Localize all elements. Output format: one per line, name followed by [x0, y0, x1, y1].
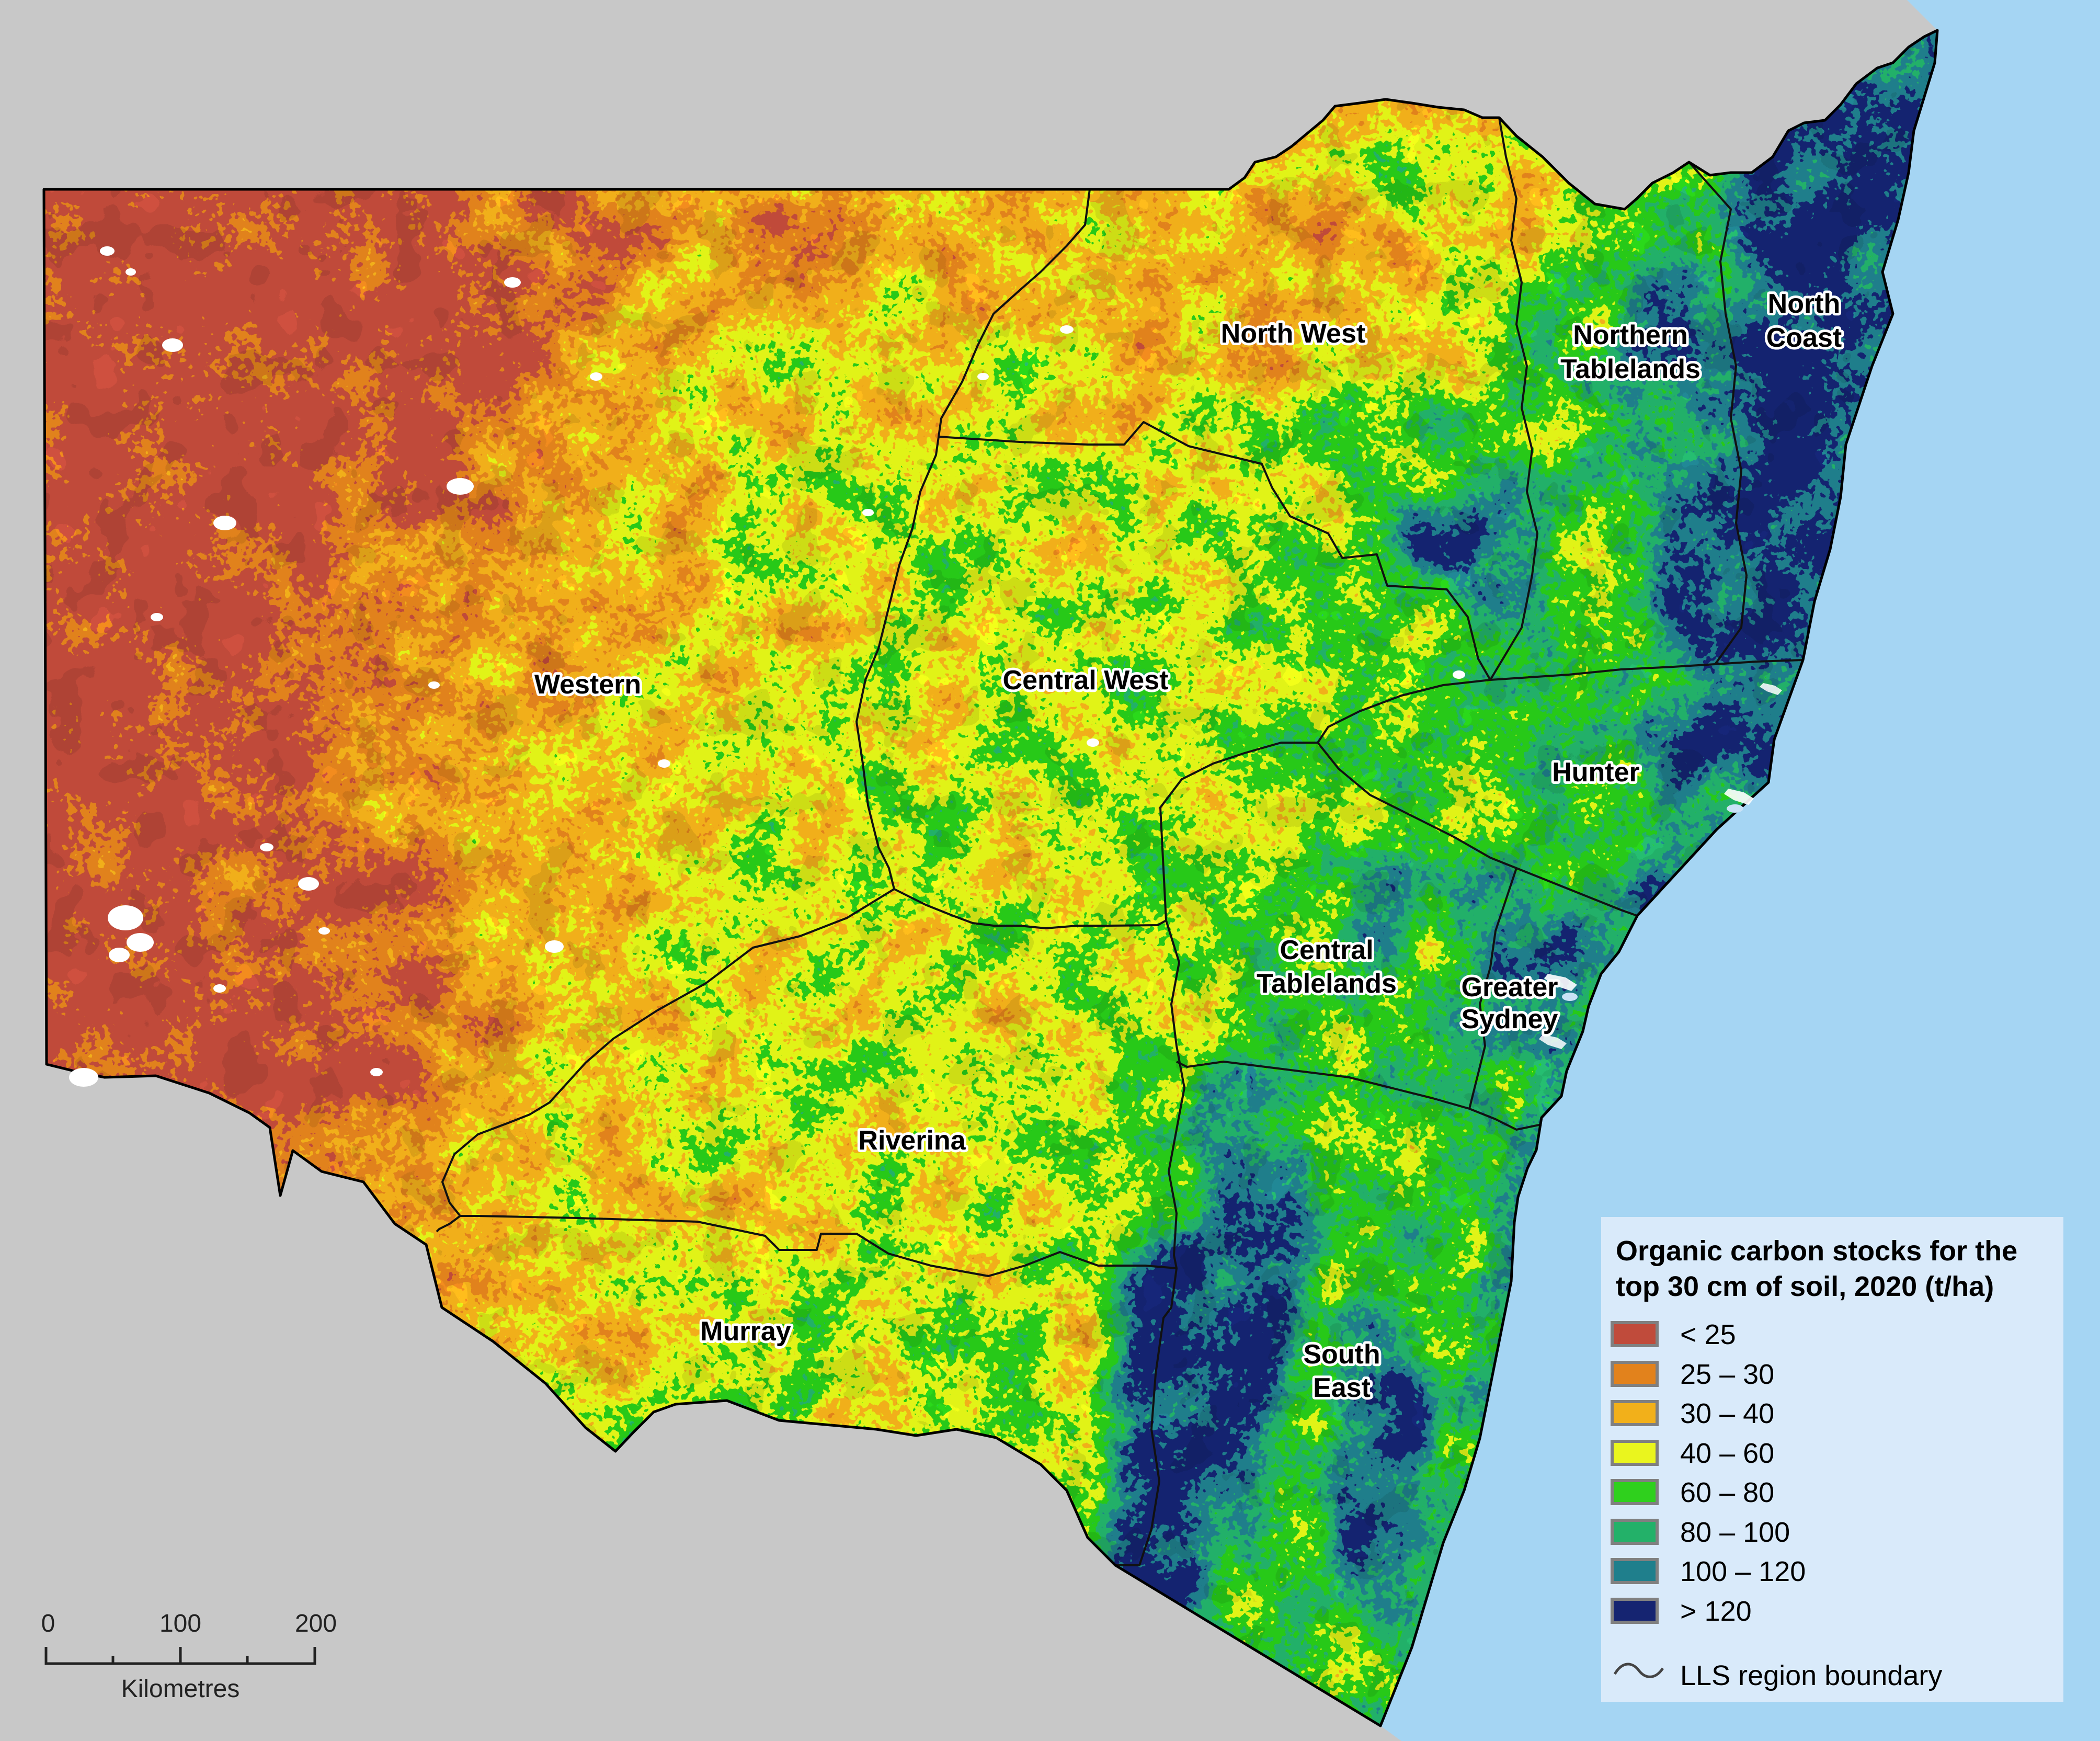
svg-text:top 30 cm of soil, 2020 (t/ha): top 30 cm of soil, 2020 (t/ha) — [1616, 1271, 1994, 1302]
svg-text:Greater: Greater — [1462, 972, 1558, 1003]
svg-text:0: 0 — [41, 1610, 55, 1637]
svg-text:Sydney: Sydney — [1462, 1004, 1558, 1034]
svg-text:80 – 100: 80 – 100 — [1680, 1517, 1790, 1548]
svg-text:< 25: < 25 — [1680, 1319, 1736, 1350]
svg-text:Tablelands: Tablelands — [1560, 354, 1700, 384]
svg-text:100 – 120: 100 – 120 — [1680, 1556, 1806, 1587]
svg-text:Central: Central — [1280, 935, 1373, 965]
svg-text:Coast: Coast — [1766, 323, 1842, 353]
svg-text:Hunter: Hunter — [1552, 757, 1640, 788]
svg-text:LLS region boundary: LLS region boundary — [1680, 1660, 1942, 1691]
svg-text:Western: Western — [534, 669, 641, 700]
svg-text:North: North — [1768, 289, 1841, 319]
svg-text:40 – 60: 40 – 60 — [1680, 1438, 1774, 1469]
svg-text:Tablelands: Tablelands — [1257, 969, 1397, 999]
svg-text:> 120: > 120 — [1680, 1596, 1752, 1627]
svg-text:100: 100 — [159, 1610, 201, 1637]
svg-text:North West: North West — [1221, 318, 1365, 349]
svg-text:Riverina: Riverina — [858, 1125, 966, 1156]
svg-text:200: 200 — [295, 1610, 337, 1637]
svg-text:60 – 80: 60 – 80 — [1680, 1477, 1774, 1508]
svg-text:Murray: Murray — [700, 1316, 791, 1347]
svg-text:Central West: Central West — [1003, 665, 1169, 696]
svg-text:Kilometres: Kilometres — [121, 1675, 240, 1703]
svg-text:Organic carbon stocks for the: Organic carbon stocks for the — [1616, 1235, 2017, 1267]
svg-text:Northern: Northern — [1573, 320, 1688, 350]
svg-text:East: East — [1313, 1373, 1371, 1403]
svg-text:25 – 30: 25 – 30 — [1680, 1359, 1774, 1390]
svg-text:South: South — [1303, 1339, 1380, 1370]
svg-text:30 – 40: 30 – 40 — [1680, 1398, 1774, 1429]
